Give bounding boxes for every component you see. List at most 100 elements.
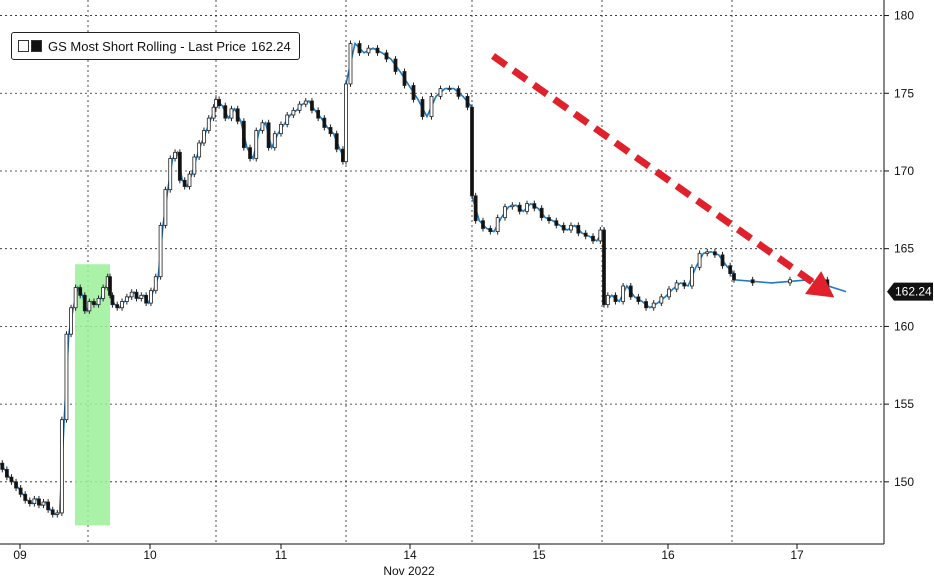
candle-body <box>569 224 573 231</box>
candle-body <box>46 501 51 511</box>
candle-body <box>328 127 333 135</box>
candle-body <box>447 88 452 90</box>
candle-body <box>187 173 192 187</box>
candle-body <box>197 142 202 158</box>
y-tick-label: 160 <box>894 319 914 333</box>
candle-body <box>411 85 416 100</box>
candle-body <box>78 287 83 296</box>
candle-body <box>788 279 792 284</box>
axes: 150 155 160 165 170 175 180 09 10 11 14 15 16 17 Nov 2… <box>0 0 914 578</box>
candle-body <box>591 235 595 242</box>
candle-body <box>235 108 240 122</box>
y-tick-label: 175 <box>894 86 914 100</box>
x-tick-label: 17 <box>790 548 804 562</box>
candle-body <box>115 304 120 309</box>
candle-body <box>291 109 296 116</box>
candle-body <box>50 509 55 515</box>
candle-body <box>153 276 158 292</box>
candle-body <box>357 43 362 54</box>
candle-body <box>517 204 522 212</box>
candle-body <box>101 287 106 299</box>
y-tick-label: 180 <box>894 9 914 23</box>
x-tick-label: 10 <box>143 548 157 562</box>
candle-body <box>697 252 702 268</box>
candle-body <box>334 133 339 150</box>
candle-body <box>124 296 129 302</box>
candle-body <box>37 498 41 506</box>
last-price-tag-shape <box>887 282 933 301</box>
candle-body <box>202 130 206 144</box>
trend-arrow-layer <box>490 53 835 298</box>
candle-body <box>82 294 87 312</box>
legend-separator: - <box>176 38 189 54</box>
candle-body <box>316 109 321 119</box>
legend-label: Last Price <box>188 38 246 54</box>
candle-body <box>266 122 271 149</box>
candle-body <box>539 207 544 219</box>
candle-body <box>192 156 197 175</box>
last-price-tag: 162.24 <box>887 282 933 301</box>
candle-body <box>488 228 493 232</box>
candle-body <box>87 301 92 312</box>
candle-body <box>732 273 736 281</box>
candle-body <box>576 224 581 234</box>
y-tick-label: 150 <box>894 475 914 489</box>
candle-body <box>297 103 302 111</box>
candle-body <box>470 106 474 197</box>
x-axis-title: Nov 2022 <box>383 564 435 578</box>
legend: GS Most Short Rolling - Last Price 162.2… <box>11 32 300 60</box>
x-tick-label: 16 <box>661 548 675 562</box>
candle-body <box>69 307 73 335</box>
candle-body <box>720 254 725 267</box>
candle-body <box>510 204 515 208</box>
candle-body <box>4 468 9 478</box>
candle-body <box>728 265 733 274</box>
candle-body <box>182 179 187 187</box>
candle-body <box>211 106 216 119</box>
candle-body <box>120 301 124 309</box>
candle-body <box>375 47 380 54</box>
candle-body <box>110 294 115 306</box>
candle-body <box>139 294 144 299</box>
candle-body <box>682 282 687 287</box>
candle-body <box>158 224 163 278</box>
candle-body <box>341 148 345 163</box>
candle-body <box>55 512 60 515</box>
trend-arrow-head <box>805 271 835 298</box>
price-series <box>0 40 847 518</box>
candle-body <box>348 43 353 85</box>
legend-value: 162.24 <box>250 38 291 54</box>
candle-body <box>177 151 182 181</box>
candle-body <box>144 294 149 304</box>
candle-body <box>285 114 290 125</box>
candle-body <box>750 279 755 284</box>
last-price-tag-text: 162.24 <box>895 285 932 299</box>
candle-body <box>705 251 710 254</box>
gridlines <box>0 0 884 544</box>
candle-body <box>561 224 566 231</box>
candle-body <box>92 301 96 306</box>
candle-body <box>393 58 398 72</box>
candle-body <box>598 229 603 242</box>
candle-body <box>644 301 648 309</box>
candle-body <box>64 333 69 421</box>
candle-body <box>554 220 559 226</box>
y-tick-label: 155 <box>894 397 914 411</box>
candle-body <box>214 99 218 108</box>
candle-body <box>108 276 112 296</box>
candle-body <box>690 266 694 287</box>
legend-up-swatch-icon <box>18 40 29 52</box>
candle-body <box>438 88 443 97</box>
candle-body <box>303 100 308 105</box>
candle-body <box>344 83 348 163</box>
y-tick-label: 165 <box>894 242 914 256</box>
candle-body <box>456 88 461 97</box>
candle-body <box>659 296 664 304</box>
candle-body <box>241 120 246 149</box>
candle-body <box>495 217 500 232</box>
candle-body <box>73 287 78 309</box>
candle-body <box>229 108 234 119</box>
candle-body <box>96 298 101 306</box>
candle-body <box>628 285 633 298</box>
